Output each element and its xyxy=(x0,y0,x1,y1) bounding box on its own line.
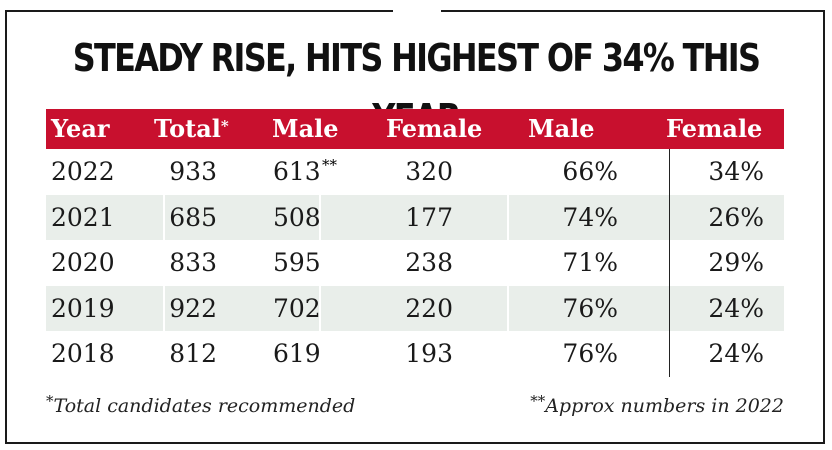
cell-female-percent: 26% xyxy=(708,202,764,232)
cell-male-percent: 66% xyxy=(562,157,618,186)
cell-male-count: 508 xyxy=(273,202,321,232)
table-row: 2019 922 702 220 76% 24% xyxy=(46,285,784,332)
header-male-percent: Male xyxy=(528,114,595,143)
cell-female-count: 193 xyxy=(405,339,453,369)
cell-male-percent: 76% xyxy=(562,293,618,323)
cell-male-count: 702 xyxy=(273,293,321,323)
cell-female-percent: 24% xyxy=(708,339,764,369)
column-divider xyxy=(319,149,321,377)
cell-female-count: 220 xyxy=(405,293,453,323)
cell-male-count: 595 xyxy=(273,248,321,278)
frame-gap xyxy=(393,6,441,16)
column-divider xyxy=(163,149,165,377)
cell-male-percent: 76% xyxy=(562,339,618,369)
cell-male-percent: 71% xyxy=(562,248,618,278)
table-row: 2020 833 595 238 71% 29% xyxy=(46,240,784,286)
cell-total: 833 xyxy=(169,248,217,278)
data-table: Year Total* Male Female Male Female 2022… xyxy=(46,109,784,377)
cell-total: 685 xyxy=(169,202,217,232)
header-total: Total* xyxy=(154,114,229,143)
cell-male-count: 619 xyxy=(273,339,321,369)
table-body: 2022 933 613 ** 320 66% 34% 2021 685 508 177 74% 26%… xyxy=(46,149,784,377)
cell-year: 2022 xyxy=(51,157,115,186)
column-divider xyxy=(669,149,670,377)
cell-total: 922 xyxy=(169,293,217,323)
table-row: 2021 685 508 177 74% 26% xyxy=(46,194,784,241)
cell-male-percent: 74% xyxy=(562,202,618,232)
header-female-count: Female xyxy=(386,114,483,143)
cell-female-percent: 34% xyxy=(708,157,764,186)
cell-female-count: 177 xyxy=(405,202,453,232)
cell-female-count: 320 xyxy=(405,157,453,186)
header-year: Year xyxy=(51,114,110,143)
cell-year: 2018 xyxy=(51,339,115,369)
cell-year: 2019 xyxy=(51,293,115,323)
cell-female-percent: 29% xyxy=(708,248,764,278)
footnote-approx: **Approx numbers in 2022 xyxy=(530,392,784,417)
table-row: 2018 812 619 193 76% 24% xyxy=(46,331,784,377)
footnote-total: *Total candidates recommended xyxy=(46,392,356,417)
table-row: 2022 933 613 ** 320 66% 34% xyxy=(46,149,784,195)
cell-female-count: 238 xyxy=(405,248,453,278)
table-header: Year Total* Male Female Male Female xyxy=(46,109,784,149)
cell-female-percent: 24% xyxy=(708,293,764,323)
cell-year: 2020 xyxy=(51,248,115,278)
cell-year: 2021 xyxy=(51,202,115,232)
cell-total: 812 xyxy=(169,339,217,369)
column-divider xyxy=(507,149,509,377)
header-female-percent: Female xyxy=(666,114,763,143)
cell-male-count: 613 xyxy=(273,157,321,186)
header-male-count: Male xyxy=(272,114,339,143)
footnote-mark: ** xyxy=(322,156,337,174)
cell-total: 933 xyxy=(169,157,217,186)
